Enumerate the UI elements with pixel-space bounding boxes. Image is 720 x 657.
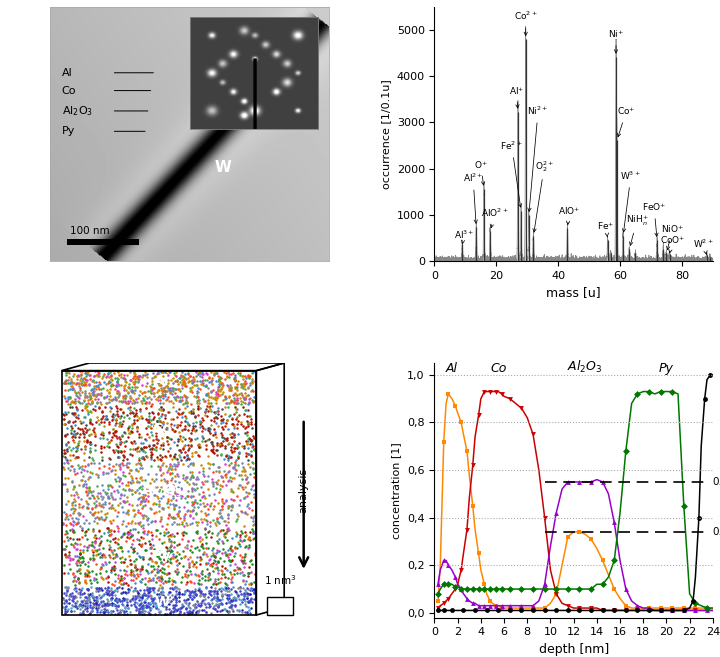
Text: NiH$_n^{+}$: NiH$_n^{+}$ — [626, 214, 649, 245]
Text: Co: Co — [152, 422, 171, 436]
Text: W: W — [215, 160, 231, 175]
Text: Fe$^{+}$: Fe$^{+}$ — [598, 220, 615, 237]
X-axis label: mass [u]: mass [u] — [546, 286, 601, 300]
Text: Al$^{3+}$: Al$^{3+}$ — [454, 229, 474, 244]
Text: CoO$^{+}$: CoO$^{+}$ — [660, 234, 685, 253]
Text: Al$^{+}$: Al$^{+}$ — [509, 85, 524, 108]
Text: Al: Al — [446, 362, 458, 375]
Text: Co: Co — [490, 362, 506, 375]
Text: NiO$^{+}$: NiO$^{+}$ — [661, 223, 684, 250]
Text: 1 nm$^3$: 1 nm$^3$ — [264, 573, 297, 587]
X-axis label: depth [nm]: depth [nm] — [539, 643, 609, 656]
Text: 0.34: 0.34 — [713, 527, 720, 537]
Text: Al$_2$O$_3$: Al$_2$O$_3$ — [141, 482, 182, 499]
Text: Py: Py — [152, 549, 171, 564]
Text: Fe$^{2+}$: Fe$^{2+}$ — [500, 140, 523, 207]
Text: Py: Py — [659, 362, 674, 375]
Text: W: W — [154, 595, 169, 609]
Y-axis label: concentration [1]: concentration [1] — [392, 442, 402, 539]
Text: O$^{+}$: O$^{+}$ — [474, 159, 487, 185]
Text: FeO$^{+}$: FeO$^{+}$ — [642, 202, 666, 237]
Text: 100 nm: 100 nm — [70, 227, 109, 237]
Bar — [67, 239, 140, 244]
Text: Al: Al — [154, 374, 169, 388]
Text: W$^{2+}$: W$^{2+}$ — [693, 237, 714, 254]
Text: analysis: analysis — [299, 468, 309, 513]
Text: W$^{3+}$: W$^{3+}$ — [621, 170, 642, 232]
Text: Al$^{2+}$: Al$^{2+}$ — [463, 172, 483, 223]
Text: Py: Py — [61, 126, 75, 136]
Text: Al: Al — [61, 68, 72, 78]
Text: Co$^{+}$: Co$^{+}$ — [617, 106, 636, 137]
Text: Ni$^{+}$: Ni$^{+}$ — [608, 28, 624, 53]
Text: Co: Co — [61, 85, 76, 95]
Text: Co$^{2+}$: Co$^{2+}$ — [514, 10, 538, 35]
Text: O$_2^{2+}$: O$_2^{2+}$ — [533, 159, 554, 232]
Bar — [268, 597, 292, 615]
Text: Al$_2$O$_3$: Al$_2$O$_3$ — [61, 104, 93, 118]
Y-axis label: occurrence [1/0.1u]: occurrence [1/0.1u] — [381, 79, 391, 189]
Text: 0.55: 0.55 — [713, 477, 720, 487]
Text: Ni$^{2+}$: Ni$^{2+}$ — [528, 105, 549, 212]
Text: Al$_2$O$_3$: Al$_2$O$_3$ — [567, 359, 603, 375]
Text: AlO$^{2+}$: AlO$^{2+}$ — [481, 207, 508, 228]
Text: AlO$^{+}$: AlO$^{+}$ — [558, 205, 580, 225]
